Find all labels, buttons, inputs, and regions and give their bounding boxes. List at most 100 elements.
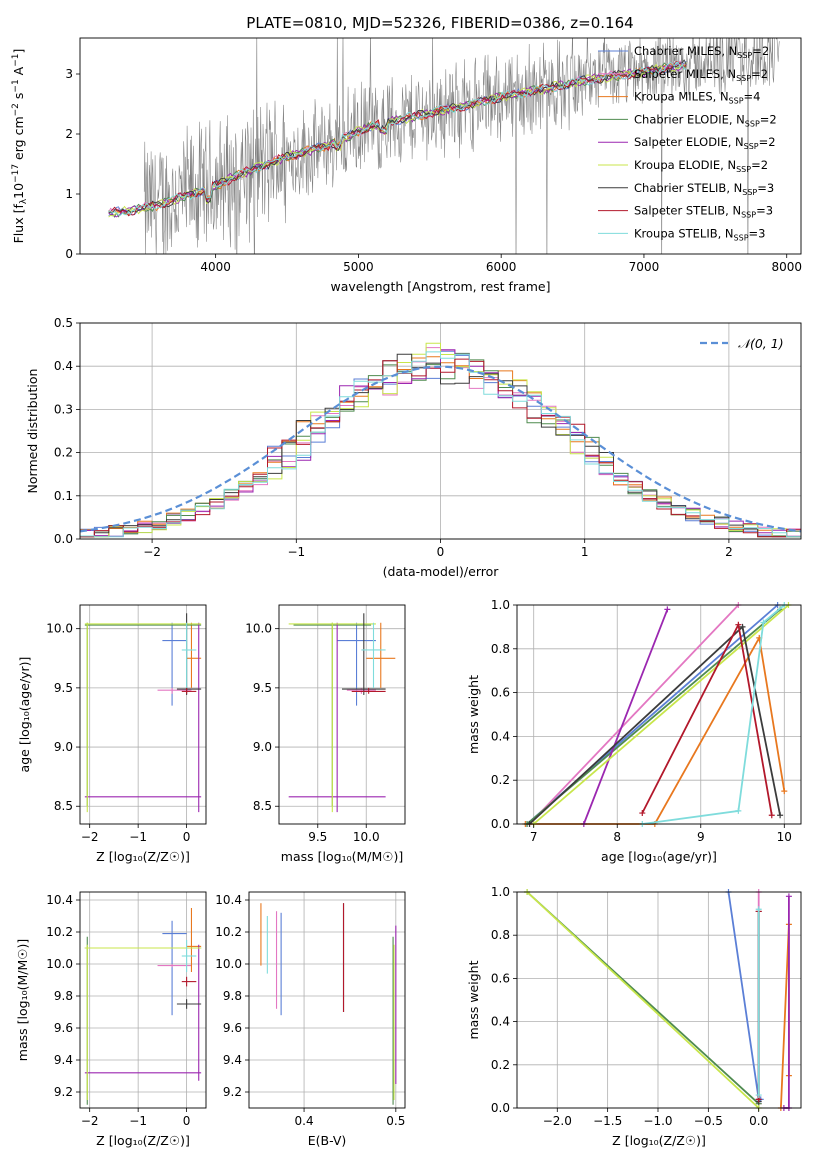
- y-tick-label: 9.0: [54, 740, 73, 754]
- y-tick-label: 8.5: [253, 799, 272, 813]
- panel-mass_vs_EBV: 0.4 0.5 9.2 9.4 9.6 9.8 10.0 10.2 10.4 E(B-V): [215, 891, 406, 1148]
- y-tick-label: 9.2: [54, 1085, 73, 1099]
- legend-label-kroupa-stelib: Kroupa STELIB, NSSP=3: [634, 226, 765, 242]
- y-tick-label: 0: [65, 247, 73, 261]
- y-tick-label: 0.6: [491, 686, 510, 700]
- x-axis-label: mass [log₁₀(M/M☉)]: [281, 849, 403, 864]
- weight-line-chabrier-miles: [727, 891, 761, 1101]
- axes-frame: [516, 891, 802, 1109]
- x-tick-label: −1.5: [593, 1114, 622, 1128]
- model-line-salpeter-stelib: [108, 61, 687, 217]
- weight-point-salpeter-stelib: [735, 621, 742, 628]
- x-tick-label: 5000: [343, 260, 374, 274]
- x-axis-label: E(B-V): [308, 1133, 347, 1148]
- y-tick-label: 10.2: [215, 925, 242, 939]
- weight-point-salpeter-elodie: [785, 893, 792, 900]
- legend-label-salpeter-stelib: Salpeter STELIB, NSSP=3: [634, 204, 773, 220]
- y-tick-label: 0.3: [54, 402, 73, 416]
- weight-point-kroupa-stelib: [755, 1092, 762, 1099]
- x-tick-label: −2: [143, 545, 161, 559]
- panel-residuals: −2 −1 0 1 2 0.0 0.1 0.2 0.3 0.4 0.5 (data-model)/er…: [25, 316, 802, 579]
- y-tick-label: 1: [65, 187, 73, 201]
- y-axis-label: mass weight: [466, 675, 481, 754]
- y-axis-label-part: −1: [11, 54, 21, 67]
- y-tick-label: 9.5: [54, 681, 73, 695]
- legend: 𝒩(0, 1): [700, 336, 784, 351]
- y-axis-label-part: −2: [11, 103, 21, 116]
- y-tick-label: 0.1: [54, 489, 73, 503]
- panel-spectrum: 4000 5000 6000 7000 8000 0 1 2 3 wavelength [Angs…: [11, 37, 802, 294]
- y-axis-label-part: −1: [11, 79, 21, 92]
- weight-line-salpeter-elodie: [582, 609, 669, 825]
- y-tick-label: 10.2: [46, 925, 73, 939]
- panel-age_vs_mass: 9.5 10.0 8.5 9.0 9.5 10.0 mass [log₁₀(M/M☉)]: [245, 604, 406, 864]
- y-tick-label: 10.0: [215, 957, 242, 971]
- x-tick-label: −1: [129, 1114, 147, 1128]
- weight-point-kroupa-miles: [781, 788, 788, 795]
- axes-frame: [79, 604, 207, 825]
- weight-point-chabrier-stelib: [777, 812, 784, 819]
- y-axis-label: age [log₁₀(age/yr)]: [17, 657, 32, 773]
- weight-line-kroupa-elodie: [526, 891, 760, 1109]
- y-tick-label: 10.4: [215, 893, 242, 907]
- y-tick-label: 0.4: [491, 1015, 510, 1029]
- x-tick-label: 0: [183, 1114, 191, 1128]
- y-tick-label: 0.4: [54, 359, 73, 373]
- y-axis-label-part: −17: [11, 164, 21, 183]
- legend-label-kroupa-elodie: Kroupa ELODIE, NSSP=2: [634, 158, 768, 174]
- axes-frame: [516, 604, 802, 825]
- weight-point-kroupa-stelib: [755, 906, 762, 913]
- weight-point-salpeter-stelib: [639, 810, 646, 817]
- y-tick-label: 0.8: [491, 642, 510, 656]
- x-tick-label: 1: [581, 545, 589, 559]
- weight-line-kroupa-elodie: [533, 604, 790, 825]
- y-tick-label: 0.8: [491, 928, 510, 942]
- x-tick-label: −2: [81, 830, 99, 844]
- y-axis-label-part: 10: [11, 183, 26, 199]
- y-tick-label: 1.0: [491, 885, 510, 899]
- x-tick-label: 8: [613, 830, 621, 844]
- weight-point-salpeter-stelib: [768, 812, 775, 819]
- x-axis-label: Z [log₁₀(Z/Z☉)]: [96, 849, 190, 864]
- y-axis-label: Flux [fλ10−17 erg cm−2 s−1 A−1]: [11, 49, 29, 244]
- axes-frame: [79, 322, 802, 540]
- spectrum-data-line: [143, 38, 780, 254]
- y-tick-label: 9.8: [223, 989, 242, 1003]
- plot-area-mass_vs_EBV: [260, 903, 397, 1105]
- plot-area-weight_vs_age: [522, 602, 792, 827]
- x-tick-label: 0: [183, 830, 191, 844]
- y-axis-label: mass weight: [466, 960, 481, 1039]
- weight-point-chabrier-stelib: [739, 623, 746, 630]
- x-tick-label: 7000: [629, 260, 660, 274]
- weight-point-salpeter-elodie: [664, 606, 671, 613]
- x-tick-label: 0: [437, 545, 445, 559]
- y-axis-label-part: A: [11, 66, 26, 79]
- weight-line-salpeter-miles: [528, 604, 740, 825]
- panel-weight_vs_age: 7 8 9 10 0.0 0.2 0.4 0.6 0.8 1.0 age [log₁₀(age/yr…: [466, 598, 802, 864]
- y-tick-label: 9.4: [54, 1053, 73, 1067]
- legend-label-salpeter-miles: Salpeter MILES, NSSP=2: [634, 67, 768, 83]
- y-tick-label: 2: [65, 127, 73, 141]
- y-tick-label: 9.2: [223, 1085, 242, 1099]
- panel-mass_vs_Z: −2 −1 0 9.2 9.4 9.6 9.8 10.0 10.2 10.4 Z [log₁₀(Z/…: [15, 891, 207, 1148]
- y-tick-label: 0.2: [491, 1058, 510, 1072]
- x-tick-label: 8000: [771, 260, 802, 274]
- x-tick-label: 10.0: [353, 830, 380, 844]
- legend-label-chabrier-miles: Chabrier MILES, NSSP=2: [634, 44, 769, 60]
- weight-point-kroupa-stelib: [760, 619, 767, 626]
- y-tick-label: 10.0: [46, 957, 73, 971]
- y-axis-label-part: λ: [19, 198, 29, 204]
- weight-line-kroupa-stelib: [642, 604, 785, 825]
- x-tick-label: −1.0: [643, 1114, 672, 1128]
- y-tick-label: 0.4: [491, 729, 510, 743]
- axes-frame: [278, 604, 406, 825]
- x-tick-label: 0.0: [749, 1114, 768, 1128]
- y-axis-label-part: s: [11, 93, 26, 104]
- weight-point-kroupa-stelib: [735, 807, 742, 814]
- model-line-kroupa-stelib: [108, 61, 687, 216]
- legend: Chabrier MILES, NSSP=2 Salpeter MILES, NS…: [598, 44, 777, 242]
- plot-area-weight_vs_Z: [524, 889, 792, 1111]
- x-tick-label: 2: [725, 545, 733, 559]
- x-tick-label: 4000: [200, 260, 231, 274]
